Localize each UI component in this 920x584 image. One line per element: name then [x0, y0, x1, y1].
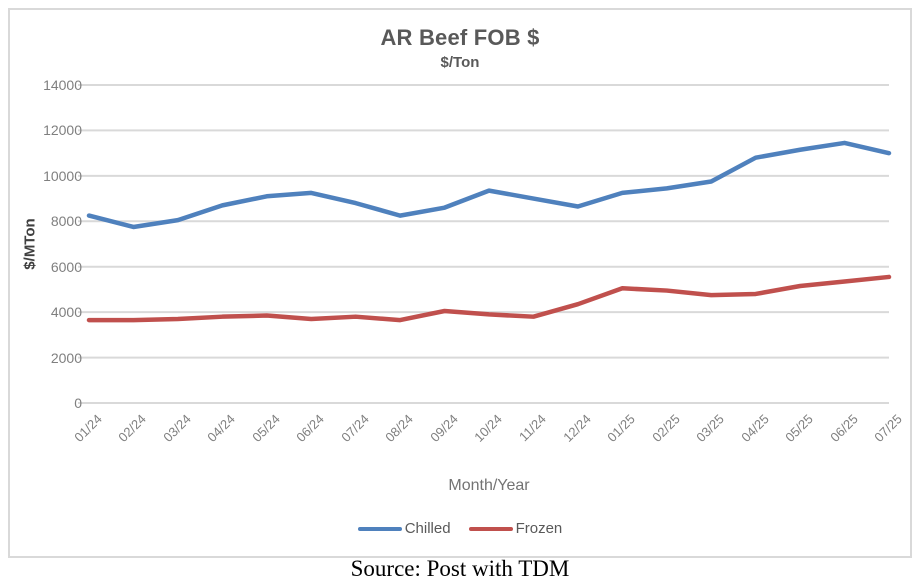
frozen-series-line	[86, 274, 892, 323]
chart-title: AR Beef FOB $	[380, 25, 540, 50]
source-note: Source: Post with TDM	[350, 556, 570, 581]
y-axis-title: $/MTon	[21, 218, 39, 270]
chilled-series-line	[86, 140, 892, 230]
legend-item-chilled: Chilled	[357, 520, 451, 537]
legend-label-chilled: Chilled	[404, 520, 451, 537]
y-tick-label: 0	[74, 395, 82, 411]
y-tick-label: 4000	[50, 304, 82, 321]
y-tick-label: 12000	[43, 122, 82, 139]
legend-item-frozen: Frozen	[468, 520, 563, 537]
y-tick-label: 10000	[43, 167, 82, 184]
legend: Chilled Frozen	[0, 520, 920, 537]
x-axis-title: Month/Year	[448, 477, 530, 494]
y-tick-label: 6000	[50, 258, 82, 275]
chilled-line-swatch-icon	[357, 526, 402, 531]
frozen-line-swatch-icon	[468, 526, 513, 531]
y-tick-label: 8000	[50, 213, 82, 230]
y-tick-label: 14000	[43, 77, 82, 93]
chart-frame	[8, 8, 912, 558]
legend-label-frozen: Frozen	[515, 520, 563, 537]
chart-subtitle: $/Ton	[440, 54, 480, 71]
y-tick-label: 2000	[50, 349, 82, 366]
